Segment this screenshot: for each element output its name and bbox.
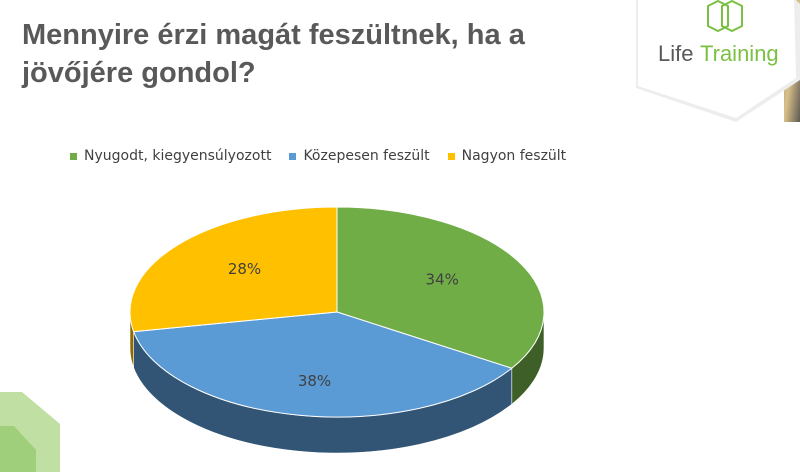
lifetraining-logo: Life Training	[636, 0, 800, 122]
logo-hexagon-left	[707, 0, 729, 33]
logo-text-training: Training	[700, 41, 779, 66]
legend-label: Nyugodt, kiegyensúlyozott	[84, 148, 272, 164]
legend-swatch-blue	[289, 152, 297, 160]
slide-title: Mennyire érzi magát feszültnek, ha a jöv…	[22, 19, 525, 89]
legend-swatch-yellow	[447, 152, 455, 160]
data-label-1: 38%	[298, 372, 331, 390]
legend-item-kozepesen: Közepesen feszült	[289, 148, 430, 164]
logo-text-life: Life	[658, 41, 693, 66]
legend-swatch-green	[70, 152, 77, 160]
legend-item-nyugodt: Nyugodt, kiegyensúlyozott	[70, 148, 271, 164]
legend-label: Közepesen feszült	[303, 148, 430, 164]
decorative-hexagon-shapes	[0, 392, 60, 472]
pie-slice-2	[129, 206, 338, 333]
legend-label: Nagyon feszült	[461, 148, 567, 164]
legend-item-nagyon: Nagyon feszült	[447, 148, 567, 164]
chart-legend: Nyugodt, kiegyensúlyozott Közepesen fesz…	[70, 146, 566, 166]
pie-slice-0	[336, 206, 545, 369]
data-label-2: 28%	[228, 260, 261, 278]
data-label-0: 34%	[426, 271, 459, 289]
logo-hexagon-right	[721, 0, 743, 33]
pie-slice-1	[132, 311, 513, 418]
